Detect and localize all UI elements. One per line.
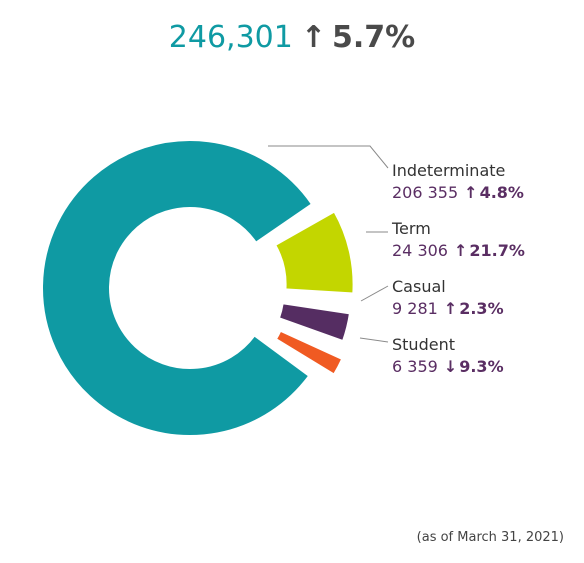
total-change: 5.7% <box>332 20 416 55</box>
category-name: Casual <box>392 277 446 296</box>
category-name: Indeterminate <box>392 161 506 180</box>
slice-term <box>273 210 355 295</box>
category-value: 206 355 <box>392 183 459 202</box>
up-arrow-icon: ↑ <box>300 20 326 55</box>
up-arrow-icon: ↑ <box>443 299 458 318</box>
category-name: Term <box>392 219 431 238</box>
category-change: 4.8% <box>479 183 524 202</box>
leader-line-indeterminate <box>268 145 389 169</box>
down-arrow-icon: ↓ <box>443 357 458 376</box>
category-change: 9.3% <box>459 357 504 376</box>
category-change: 21.7% <box>469 241 525 260</box>
leader-line-student <box>359 337 389 343</box>
slice-indeterminate <box>41 139 314 437</box>
slice-student <box>274 329 344 376</box>
category-value: 6 359 <box>392 357 438 376</box>
label-casual: Casual 9 281 ↑ 2.3% <box>392 276 504 320</box>
donut-slices <box>41 139 355 437</box>
label-term: Term 24 306 ↑ 21.7% <box>392 218 525 262</box>
label-indeterminate: Indeterminate 206 355 ↑ 4.8% <box>392 160 524 204</box>
leader-lines <box>268 145 389 343</box>
category-change: 2.3% <box>459 299 504 318</box>
category-value: 9 281 <box>392 299 438 318</box>
up-arrow-icon: ↑ <box>464 183 478 202</box>
category-name: Student <box>392 335 455 354</box>
leader-line-casual <box>360 285 389 302</box>
slice-casual <box>277 302 352 343</box>
total-value: 246,301 <box>168 20 293 55</box>
footnote: (as of March 31, 2021) <box>416 530 564 545</box>
total-header: 246,301 ↑ 5.7% <box>0 18 584 58</box>
label-student: Student 6 359 ↓ 9.3% <box>392 334 504 378</box>
category-value: 24 306 <box>392 241 448 260</box>
up-arrow-icon: ↑ <box>453 241 468 260</box>
